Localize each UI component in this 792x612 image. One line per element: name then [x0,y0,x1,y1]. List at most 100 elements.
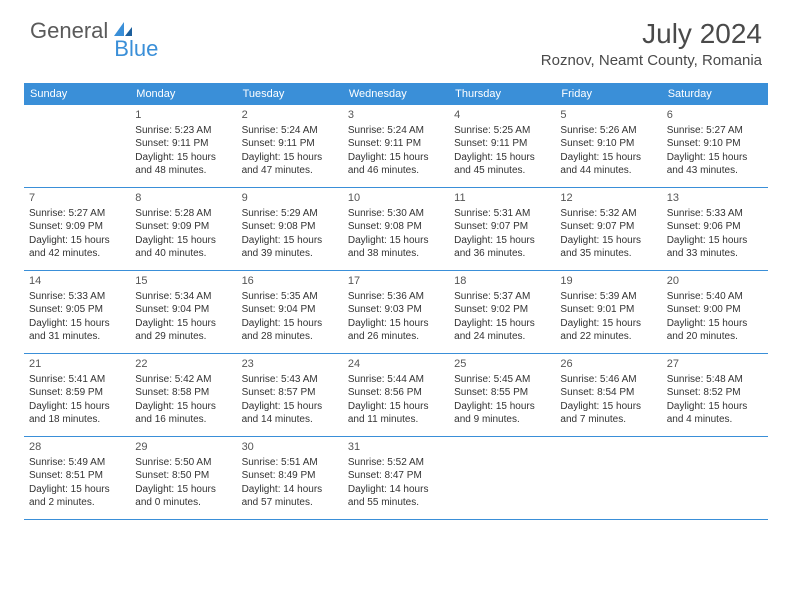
day-info-line: Sunset: 9:11 PM [135,137,231,151]
weekday-cell: Sunday [24,83,130,105]
day-info-line: Sunrise: 5:50 AM [135,456,231,470]
day-cell: 1Sunrise: 5:23 AMSunset: 9:11 PMDaylight… [130,105,236,187]
day-info-line: Daylight: 15 hours [242,317,338,331]
weekday-cell: Friday [555,83,661,105]
day-info-line: Sunset: 9:11 PM [454,137,550,151]
day-info-line: and 16 minutes. [135,413,231,427]
day-info-line: Sunrise: 5:41 AM [29,373,125,387]
calendar-grid: SundayMondayTuesdayWednesdayThursdayFrid… [24,83,768,520]
day-cell: 3Sunrise: 5:24 AMSunset: 9:11 PMDaylight… [343,105,449,187]
day-cell: 22Sunrise: 5:42 AMSunset: 8:58 PMDayligh… [130,354,236,436]
day-info-line: Daylight: 14 hours [348,483,444,497]
day-number: 16 [242,274,338,289]
day-cell: 4Sunrise: 5:25 AMSunset: 9:11 PMDaylight… [449,105,555,187]
day-number: 5 [560,108,656,123]
day-cell: 25Sunrise: 5:45 AMSunset: 8:55 PMDayligh… [449,354,555,436]
day-info-line: Sunrise: 5:34 AM [135,290,231,304]
day-info-line: Daylight: 15 hours [348,151,444,165]
day-info-line: Sunset: 9:11 PM [242,137,338,151]
weekday-header-row: SundayMondayTuesdayWednesdayThursdayFrid… [24,83,768,105]
day-info-line: Sunrise: 5:29 AM [242,207,338,221]
weekday-cell: Wednesday [343,83,449,105]
day-info-line: Sunrise: 5:36 AM [348,290,444,304]
day-info-line: Sunset: 8:55 PM [454,386,550,400]
day-info-line: Sunset: 9:10 PM [667,137,763,151]
day-info-line: Daylight: 15 hours [135,483,231,497]
week-row: 1Sunrise: 5:23 AMSunset: 9:11 PMDaylight… [24,105,768,188]
day-info-line: Sunrise: 5:44 AM [348,373,444,387]
day-info-line: Daylight: 15 hours [135,234,231,248]
day-info-line: Sunset: 9:01 PM [560,303,656,317]
day-info-line: Daylight: 15 hours [454,400,550,414]
day-info-line: Sunrise: 5:33 AM [29,290,125,304]
day-info-line: Sunrise: 5:52 AM [348,456,444,470]
day-cell: 28Sunrise: 5:49 AMSunset: 8:51 PMDayligh… [24,437,130,519]
day-number: 20 [667,274,763,289]
weekday-cell: Tuesday [237,83,343,105]
day-info-line: Sunrise: 5:28 AM [135,207,231,221]
day-info-line: and 11 minutes. [348,413,444,427]
day-cell: 9Sunrise: 5:29 AMSunset: 9:08 PMDaylight… [237,188,343,270]
day-cell: 26Sunrise: 5:46 AMSunset: 8:54 PMDayligh… [555,354,661,436]
day-info-line: and 43 minutes. [667,164,763,178]
day-info-line: Sunrise: 5:51 AM [242,456,338,470]
day-info-line: and 0 minutes. [135,496,231,510]
day-info-line: and 18 minutes. [29,413,125,427]
day-info-line: Daylight: 15 hours [667,317,763,331]
logo-text-blue: Blue [114,36,158,62]
day-info-line: Daylight: 15 hours [667,151,763,165]
day-cell: 19Sunrise: 5:39 AMSunset: 9:01 PMDayligh… [555,271,661,353]
day-info-line: Daylight: 15 hours [29,234,125,248]
day-info-line: and 7 minutes. [560,413,656,427]
day-info-line: and 40 minutes. [135,247,231,261]
day-cell [555,437,661,519]
day-info-line: and 29 minutes. [135,330,231,344]
day-info-line: and 28 minutes. [242,330,338,344]
day-info-line: Sunset: 9:06 PM [667,220,763,234]
day-info-line: and 38 minutes. [348,247,444,261]
day-info-line: Daylight: 15 hours [135,400,231,414]
day-cell: 30Sunrise: 5:51 AMSunset: 8:49 PMDayligh… [237,437,343,519]
day-cell: 17Sunrise: 5:36 AMSunset: 9:03 PMDayligh… [343,271,449,353]
day-cell: 5Sunrise: 5:26 AMSunset: 9:10 PMDaylight… [555,105,661,187]
day-info-line: Sunrise: 5:24 AM [242,124,338,138]
day-info-line: Sunset: 8:58 PM [135,386,231,400]
day-number: 15 [135,274,231,289]
day-number: 23 [242,357,338,372]
day-info-line: Sunset: 9:11 PM [348,137,444,151]
day-number: 1 [135,108,231,123]
day-number: 30 [242,440,338,455]
logo: General Blue [30,18,180,44]
day-number: 9 [242,191,338,206]
day-number: 14 [29,274,125,289]
day-info-line: Sunrise: 5:33 AM [667,207,763,221]
day-number: 12 [560,191,656,206]
day-info-line: Sunset: 9:03 PM [348,303,444,317]
day-number: 2 [242,108,338,123]
day-info-line: and 36 minutes. [454,247,550,261]
day-info-line: Daylight: 15 hours [560,234,656,248]
day-info-line: Sunrise: 5:23 AM [135,124,231,138]
day-info-line: Daylight: 15 hours [560,317,656,331]
day-info-line: and 20 minutes. [667,330,763,344]
day-number: 13 [667,191,763,206]
day-number: 28 [29,440,125,455]
day-info-line: Sunset: 9:07 PM [560,220,656,234]
day-info-line: Sunset: 9:10 PM [560,137,656,151]
month-title: July 2024 [541,18,762,50]
day-info-line: Sunset: 9:09 PM [29,220,125,234]
day-info-line: and 31 minutes. [29,330,125,344]
day-info-line: and 46 minutes. [348,164,444,178]
day-info-line: Sunset: 8:52 PM [667,386,763,400]
location-text: Roznov, Neamt County, Romania [541,52,762,69]
day-info-line: Daylight: 15 hours [135,151,231,165]
day-cell: 13Sunrise: 5:33 AMSunset: 9:06 PMDayligh… [662,188,768,270]
day-info-line: and 48 minutes. [135,164,231,178]
page-header: General Blue July 2024 Roznov, Neamt Cou… [0,0,792,75]
day-number: 18 [454,274,550,289]
day-info-line: Sunset: 9:09 PM [135,220,231,234]
day-info-line: Sunrise: 5:40 AM [667,290,763,304]
day-cell: 29Sunrise: 5:50 AMSunset: 8:50 PMDayligh… [130,437,236,519]
day-info-line: Daylight: 15 hours [242,400,338,414]
day-number: 6 [667,108,763,123]
